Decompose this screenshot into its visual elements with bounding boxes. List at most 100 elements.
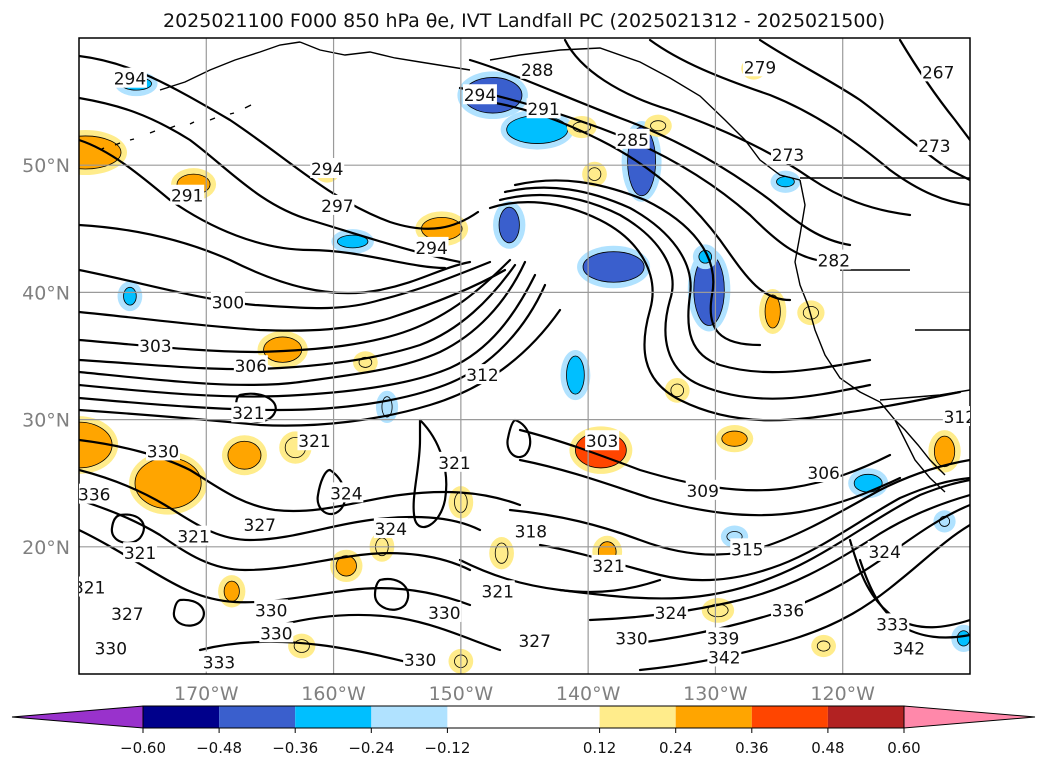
contour-label: 342: [708, 648, 740, 668]
theta-e-contour: [79, 260, 492, 310]
contour-label: 294: [415, 239, 447, 259]
contour-label: 330: [615, 629, 647, 649]
contour-label-background: [480, 580, 515, 601]
contour-label: 273: [772, 146, 804, 166]
contour-label: 294: [464, 86, 496, 106]
theta-e-contour: [79, 263, 517, 371]
contour-label-background: [93, 637, 128, 658]
contour-label: 330: [147, 442, 179, 462]
colorbar-swatch: [675, 706, 752, 728]
contour-label-background: [513, 520, 548, 541]
contour-label-background: [770, 599, 805, 620]
contour-label: 294: [311, 160, 343, 180]
colorbar-tick-label: 0.24: [659, 739, 692, 757]
theta-e-contour: [498, 193, 872, 400]
contour-label-background: [437, 451, 472, 472]
theta-e-contour: [563, 38, 912, 217]
contour-label: 327: [111, 605, 143, 625]
theta-e-contour: [648, 38, 970, 207]
contour-label: 321: [482, 582, 514, 602]
contour-label: 333: [876, 615, 908, 635]
contour-label-background: [176, 525, 211, 546]
ivt-anomaly-patch: [498, 206, 520, 244]
contour-label-background: [653, 601, 688, 622]
contour-label-background: [112, 67, 147, 88]
theta-e-contour: [278, 613, 502, 652]
contour-label: 294: [114, 70, 146, 90]
contour-label-background: [921, 61, 956, 82]
y-tick-label: 20°N: [22, 537, 70, 559]
contour-label-background: [123, 542, 158, 563]
contour-label-background: [110, 603, 145, 624]
contour-label: 321: [438, 454, 470, 474]
x-tick-label: 150°W: [429, 683, 494, 705]
colorbar-tick-label: −0.36: [272, 739, 318, 757]
ivt-anomaly-patch: [956, 630, 970, 647]
contour-label: 285: [616, 131, 648, 151]
contour-label: 318: [515, 523, 547, 543]
x-tick-label: 130°W: [683, 683, 748, 705]
colorbar-tick-label: −0.24: [348, 739, 394, 757]
contour-label-background: [770, 144, 805, 165]
colorbar-tick-label: −0.48: [196, 739, 242, 757]
contour-label: 330: [404, 651, 436, 671]
contour-label: 321: [124, 544, 156, 564]
theta-e-contour: [513, 179, 762, 347]
contour-label-background: [79, 576, 107, 597]
baja-coastline: [894, 419, 946, 476]
contour-label-background: [202, 651, 237, 672]
contour-label-background: [614, 627, 649, 648]
theta-e-contour: [558, 478, 970, 600]
ivt-anomaly-patch: [494, 542, 509, 564]
contour-label-background: [414, 236, 449, 257]
contour-label: 291: [527, 100, 559, 120]
x-tick-label: 170°W: [174, 683, 239, 705]
colorbar-tick-label: 0.12: [583, 739, 616, 757]
contour-label-background: [403, 649, 438, 670]
contour-label: 321: [177, 528, 209, 548]
contour-label: 267: [922, 63, 954, 83]
contour-label-background: [465, 364, 500, 385]
contour-label-background: [210, 291, 245, 312]
contour-label-background: [517, 629, 552, 650]
contour-label-background: [138, 334, 173, 355]
y-tick-label: 30°N: [22, 410, 70, 432]
contour-label: 330: [95, 640, 127, 660]
theta-e-contour: [110, 513, 145, 545]
ivt-anomaly-patch: [650, 120, 667, 132]
contour-label: 321: [232, 404, 264, 424]
contour-label: 327: [518, 632, 550, 652]
contour-label: 282: [818, 252, 850, 272]
contour-label: 315: [731, 540, 763, 560]
contour-label: 324: [330, 484, 362, 504]
theta-e-contour: [618, 503, 970, 647]
x-tick-labels: 170°W 160°W 150°W 140°W 130°W 120°W: [174, 683, 875, 705]
coastlines: [99, 41, 970, 493]
ivt-anomaly-patch: [853, 473, 883, 493]
colorbar: −0.60 −0.48 −0.36 −0.24 −0.12 0.12 0.24 0.36 0.4…: [11, 705, 1036, 757]
contour-label-background: [79, 483, 112, 504]
us-west-coastline: [794, 179, 946, 493]
theta-e-contour: [79, 54, 480, 230]
theta-e-contour: [79, 283, 547, 412]
contour-label-background: [685, 479, 720, 500]
contour-label: 321: [298, 432, 330, 452]
theta-e-contour: [898, 38, 970, 142]
colorbar-swatch: [295, 706, 372, 728]
contour-label-background: [707, 646, 742, 667]
colorbar-tick-label: 0.48: [811, 739, 844, 757]
contour-label-background: [942, 406, 970, 427]
theta-e-contour: [198, 640, 432, 670]
contour-label-background: [706, 627, 741, 648]
contour-label: 312: [944, 408, 976, 428]
ivt-anomaly-patch: [566, 355, 585, 395]
aleutian-islands: [99, 104, 252, 151]
contour-label-background: [427, 601, 462, 622]
contour-label: 327: [244, 516, 276, 536]
contour-label: 309: [686, 482, 718, 502]
theta-e-contour: [79, 260, 527, 387]
contour-label: 279: [744, 58, 776, 78]
colorbar-swatch: [751, 706, 828, 728]
contour-label-background: [867, 540, 902, 561]
